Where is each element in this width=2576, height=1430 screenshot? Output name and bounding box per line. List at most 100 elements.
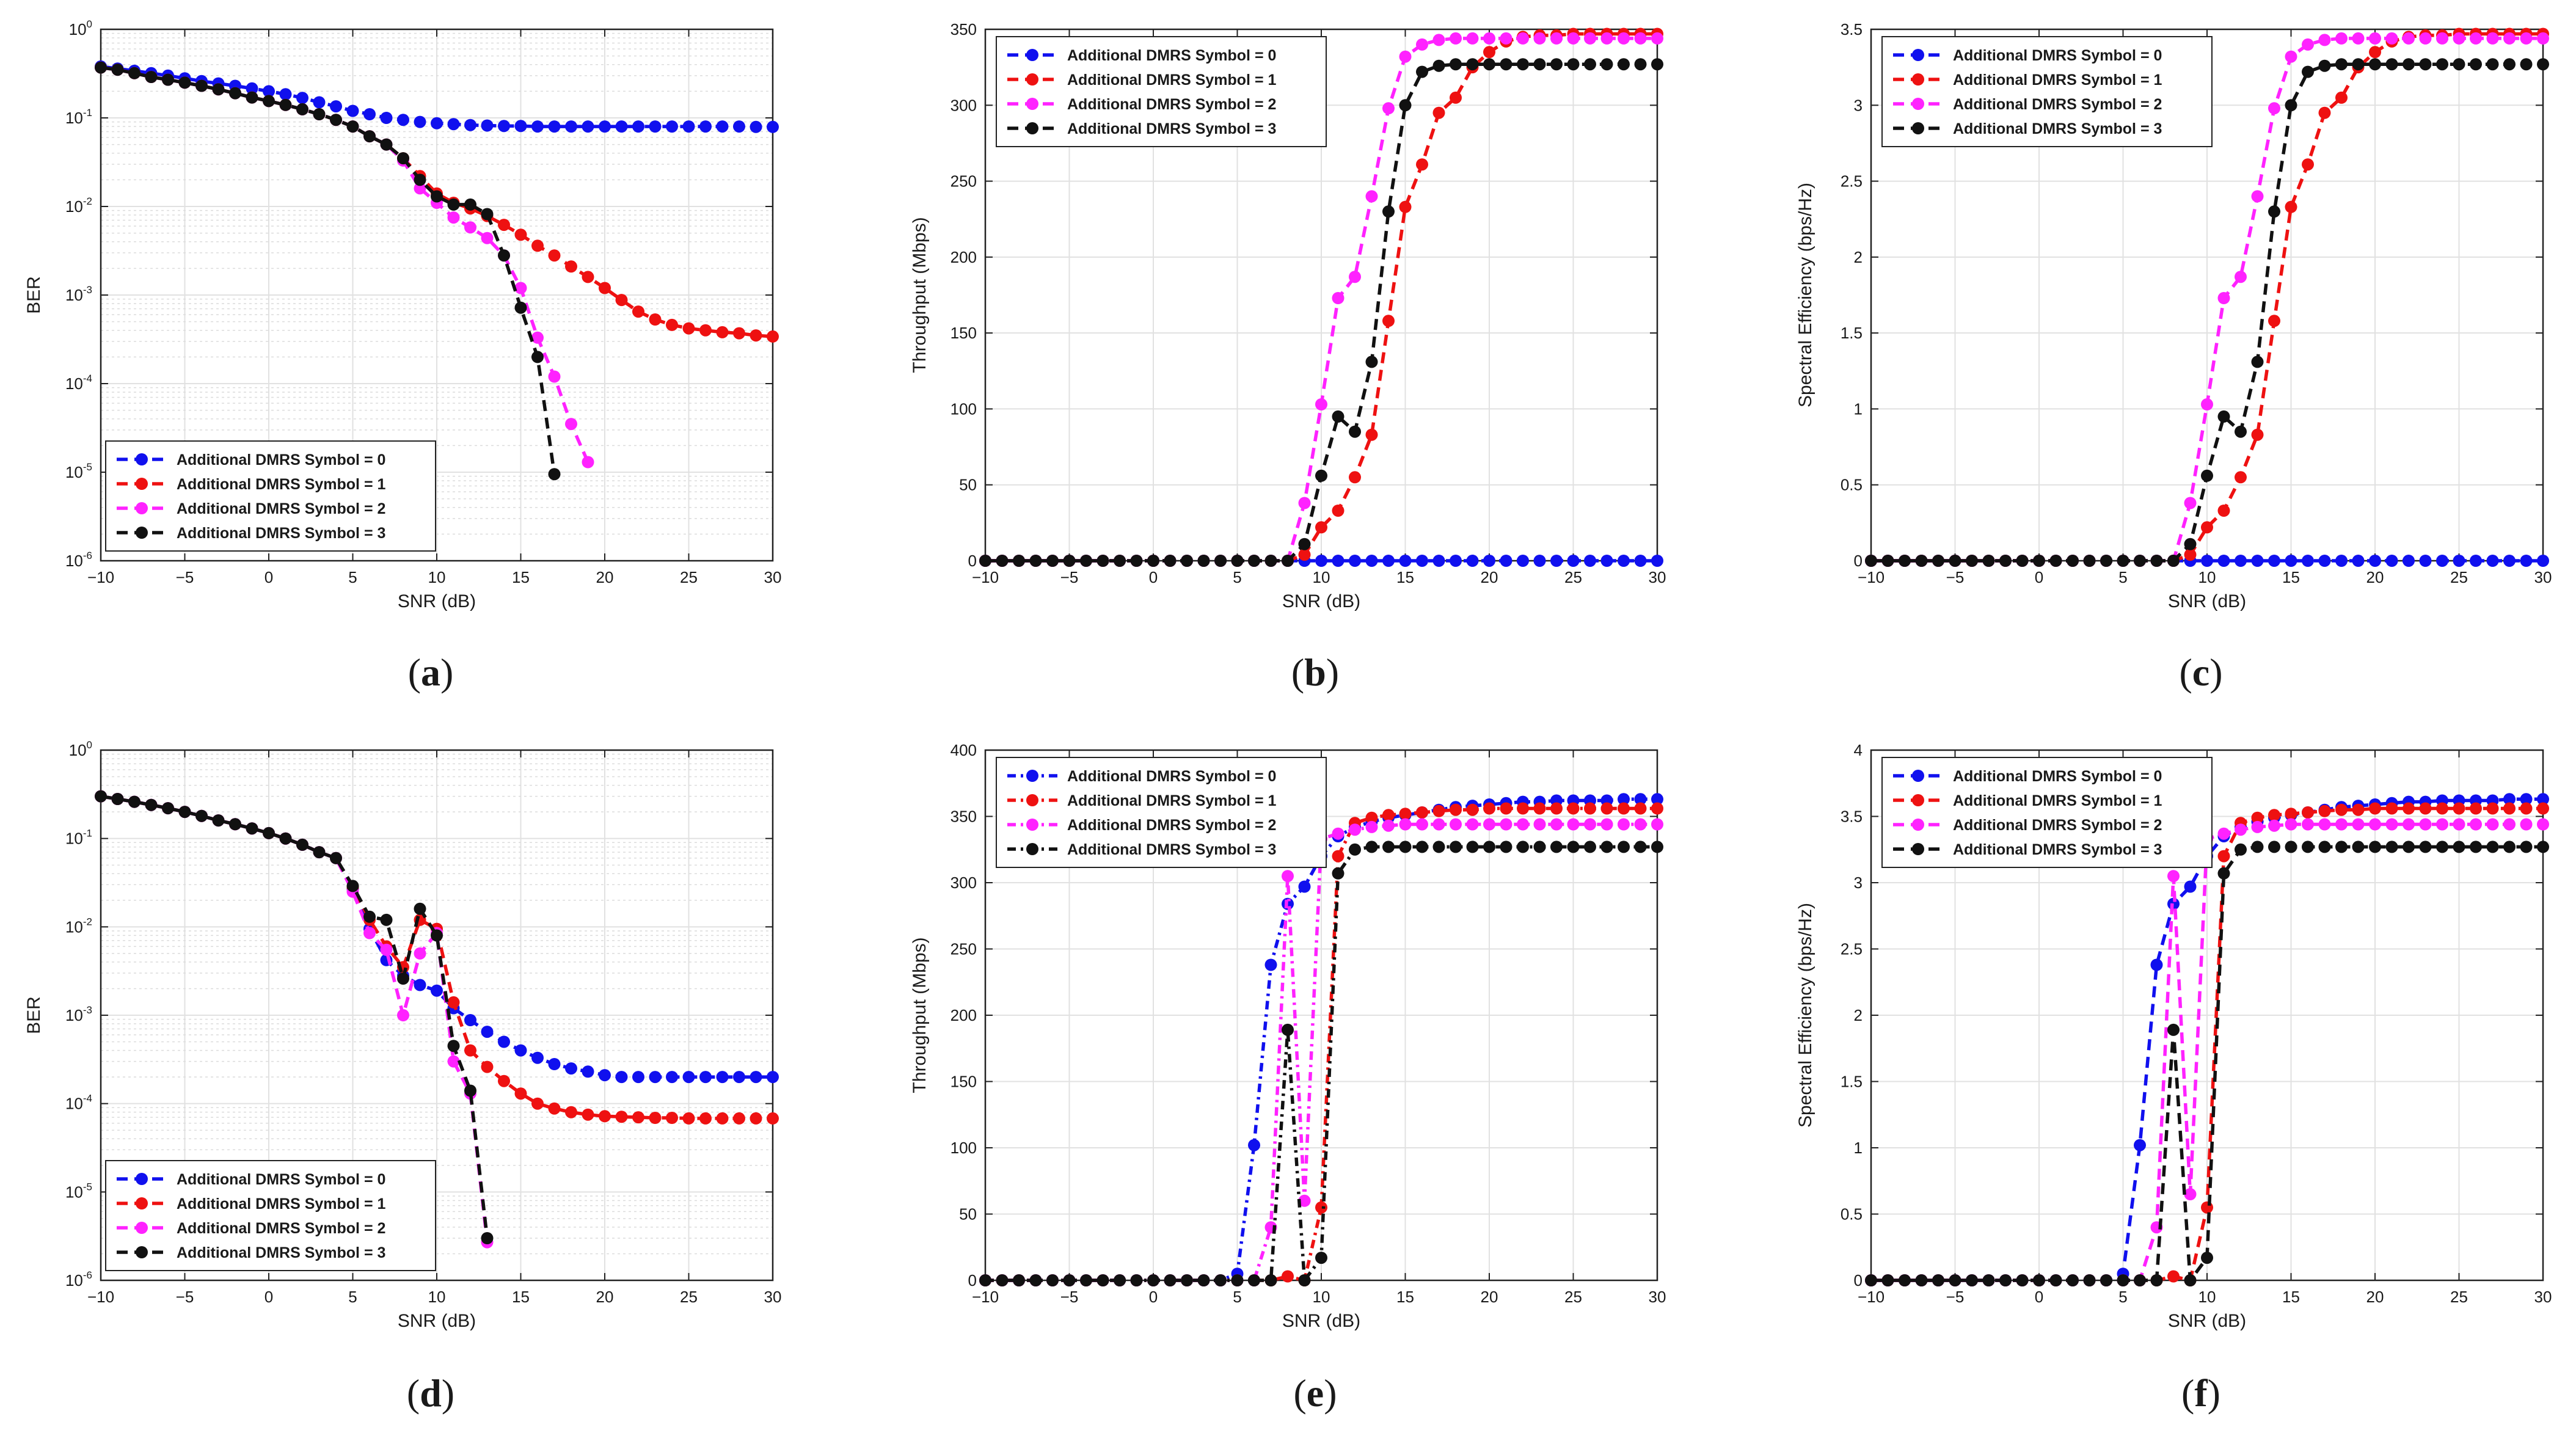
data-point: [649, 313, 662, 326]
panel-caption-letter: d: [420, 1371, 442, 1415]
data-point: [1130, 555, 1143, 567]
legend-swatch-marker: [1026, 819, 1038, 831]
data-point: [111, 793, 124, 805]
data-point: [1550, 841, 1563, 853]
legend-label: Additional DMRS Symbol = 0: [177, 1171, 385, 1188]
legend: Additional DMRS Symbol = 0 Additional DMR…: [1881, 757, 2213, 868]
data-point: [2049, 555, 2062, 567]
legend-label: Additional DMRS Symbol = 2: [1953, 96, 2162, 113]
data-point: [649, 120, 662, 133]
data-point: [2403, 841, 2415, 853]
data-point: [666, 1071, 678, 1084]
y-axis-title: Throughput (Mbps): [910, 937, 930, 1093]
data-point: [1966, 555, 1978, 567]
data-point: [1584, 818, 1596, 831]
legend-label: Additional DMRS Symbol = 3: [1067, 841, 1276, 858]
data-point: [2520, 58, 2533, 71]
data-point: [716, 1112, 729, 1125]
data-point: [2285, 50, 2297, 63]
data-point: [2083, 1274, 2096, 1286]
data-point: [2033, 555, 2045, 567]
y-tick-exponent: -4: [83, 1093, 92, 1104]
data-point: [246, 82, 258, 95]
data-point: [2134, 1139, 2146, 1151]
y-tick-label: 10-2: [65, 916, 92, 936]
data-point: [1029, 1274, 1042, 1286]
legend-swatch-marker: [1912, 98, 1924, 110]
data-point: [178, 76, 191, 89]
series-3: [1865, 841, 2549, 1286]
data-point: [2537, 818, 2549, 831]
data-point: [2100, 555, 2112, 567]
data-point: [582, 1065, 594, 1078]
data-point: [363, 910, 376, 923]
data-point: [1651, 818, 1663, 831]
data-point: [1999, 1274, 2012, 1286]
x-tick-label: 0: [265, 1288, 273, 1306]
data-point: [111, 64, 124, 76]
data-point: [2302, 158, 2314, 171]
data-point: [2369, 58, 2381, 71]
legend-swatch-marker: [136, 478, 148, 490]
data-point: [1282, 555, 1294, 567]
data-point: [447, 996, 460, 1009]
data-point: [2537, 841, 2549, 853]
data-point: [2436, 32, 2448, 45]
y-tick-exponent: -1: [83, 828, 92, 839]
data-point: [1949, 555, 1961, 567]
chart-panel-a: −10 −5 0 5 10 15 20 25 30 10-6 10-5 10-4 10-3 10-2 10-…: [24, 18, 781, 694]
data-point: [2436, 802, 2448, 815]
data-point: [1029, 555, 1042, 567]
data-point: [95, 790, 107, 803]
data-point: [615, 120, 628, 133]
data-point: [2503, 555, 2516, 567]
data-point: [2235, 425, 2247, 438]
data-point: [2335, 32, 2348, 45]
data-point: [1567, 32, 1580, 45]
data-point: [2302, 38, 2314, 51]
legend-swatch-marker: [136, 527, 148, 539]
y-tick-exponent: -1: [83, 107, 92, 119]
data-point: [716, 120, 729, 133]
data-point: [1600, 32, 1613, 45]
data-point: [2184, 549, 2197, 561]
data-point: [1315, 1201, 1327, 1214]
data-point: [2503, 58, 2516, 71]
data-point: [1130, 1274, 1143, 1286]
data-point: [2419, 802, 2432, 815]
x-tick-label: −10: [972, 1288, 999, 1306]
data-point: [414, 173, 426, 186]
data-point: [431, 190, 443, 203]
data-point: [767, 1071, 779, 1084]
legend-swatch-marker: [1912, 73, 1924, 86]
data-point: [2285, 200, 2297, 213]
data-point: [1450, 32, 1462, 45]
data-point: [514, 1087, 527, 1100]
data-point: [2302, 818, 2314, 831]
data-point: [195, 79, 208, 92]
data-point: [1298, 538, 1311, 550]
data-point: [1063, 555, 1076, 567]
data-point: [1349, 843, 1361, 856]
y-tick-exponent: -2: [83, 916, 92, 927]
y-tick-label: 10-3: [65, 284, 92, 304]
x-tick-label: 10: [428, 568, 446, 586]
data-point: [1450, 803, 1462, 816]
data-point: [1349, 555, 1361, 567]
data-point: [128, 795, 140, 808]
data-point: [1517, 802, 1529, 815]
data-point: [1634, 818, 1647, 831]
data-point: [1618, 793, 1630, 806]
x-tick-label: 0: [1149, 1288, 1158, 1306]
data-point: [464, 119, 476, 131]
data-point: [1315, 469, 1327, 482]
data-point: [2251, 356, 2264, 368]
data-point: [1315, 1252, 1327, 1264]
data-point: [1013, 1274, 1025, 1286]
data-point: [2385, 32, 2398, 45]
data-point: [2537, 32, 2549, 45]
data-point: [2150, 1274, 2163, 1286]
data-point: [2385, 802, 2398, 815]
y-tick-label: 0.5: [1841, 1205, 1863, 1224]
legend-label: Additional DMRS Symbol = 3: [177, 525, 385, 542]
